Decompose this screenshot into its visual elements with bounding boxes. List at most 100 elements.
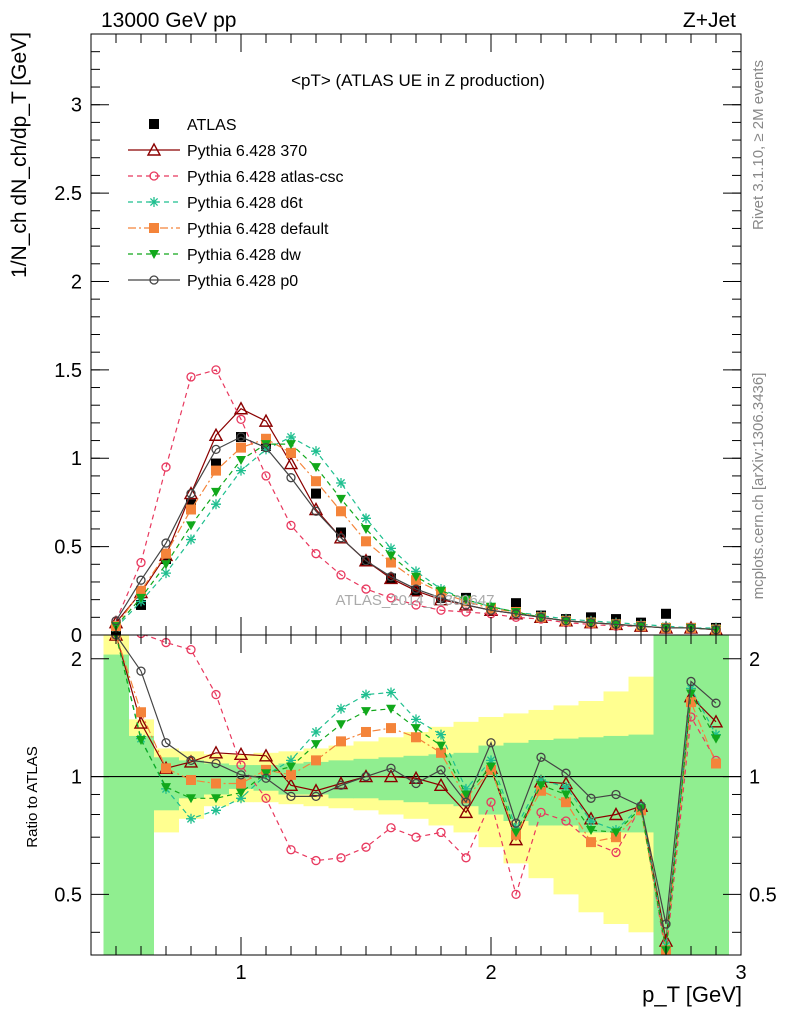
ratio-point	[386, 763, 396, 773]
ratio-point	[311, 726, 321, 737]
data-point	[111, 616, 121, 626]
data-point	[283, 456, 299, 470]
data-point	[186, 504, 196, 515]
ratio-point	[486, 797, 496, 807]
ratio-point	[461, 790, 471, 800]
data-point	[286, 440, 296, 450]
data-point	[236, 442, 246, 453]
ratio-point	[536, 781, 546, 791]
ratio-point	[258, 748, 274, 762]
ratio-point	[133, 715, 149, 729]
ratio-point	[686, 689, 696, 699]
data-point	[136, 593, 146, 603]
data-point	[436, 593, 446, 603]
main-y-label: 1/N_ch dN_ch/dp_T [GeV]	[8, 32, 31, 278]
ratio-point	[311, 791, 321, 802]
ratio-point	[586, 793, 596, 803]
ratio-point	[436, 741, 446, 751]
data-point	[211, 444, 221, 455]
data-point	[186, 521, 196, 531]
ratio-point	[561, 816, 571, 826]
ratio-point	[361, 842, 371, 852]
ratio-point	[386, 723, 396, 734]
legend-marker	[149, 119, 159, 129]
ratio-point	[161, 738, 171, 748]
series-line	[115, 436, 717, 631]
data-point	[286, 473, 296, 483]
data-point	[233, 401, 249, 415]
watermark: ATLAS_2014_I1300647	[335, 592, 494, 609]
ratio-point	[286, 755, 296, 766]
ratio-point	[586, 826, 596, 836]
ratio-point	[336, 720, 346, 730]
ratio-point	[336, 703, 346, 714]
data-point	[386, 551, 396, 561]
ratio-point	[486, 738, 496, 748]
x-tick-label: 2	[485, 962, 496, 984]
energy-label: 13000 GeV pp	[101, 9, 236, 32]
series-6	[111, 432, 721, 635]
uncertainty-band-inner	[128, 735, 154, 955]
ratio-point	[386, 704, 396, 714]
uncertainty-band-inner	[703, 635, 729, 955]
ratio-point	[461, 783, 471, 794]
ratio-point	[686, 676, 696, 687]
x-tick-label: 3	[735, 962, 746, 984]
ratio-point	[211, 778, 221, 789]
ratio-point	[286, 762, 296, 772]
ratio-point	[611, 789, 621, 800]
ratio-point	[236, 760, 246, 770]
ratio-point	[686, 697, 696, 708]
ratio-point	[208, 745, 224, 759]
ratio-point	[708, 714, 724, 728]
uncertainty-band-inner	[603, 735, 629, 833]
data-point	[386, 572, 396, 582]
ratio-point	[433, 777, 449, 791]
legend-marker	[149, 171, 159, 181]
y-tick-label-right: 2	[749, 649, 760, 671]
main-plot: ATLAS_2014_I1300647 0 0.5 1 1.5 2 2.5 3 <pT> (…	[8, 32, 742, 647]
data-point	[661, 608, 671, 619]
data-point	[186, 534, 196, 545]
data-point	[261, 440, 271, 450]
legend-marker	[146, 142, 162, 156]
ratio-point	[411, 778, 421, 789]
ratio-point	[711, 698, 721, 708]
data-point	[286, 447, 296, 458]
ratio-point	[236, 793, 246, 804]
ratio-point	[361, 771, 371, 782]
ratio-point	[586, 815, 596, 826]
data-point	[286, 520, 296, 531]
ratio-point	[186, 794, 196, 804]
y-tick-label: 1.5	[54, 360, 82, 382]
ratio-point	[286, 769, 296, 780]
ratio-point	[136, 666, 146, 676]
legend-entry: Pythia 6.428 atlas-csc	[187, 169, 344, 186]
ratio-point	[233, 746, 249, 760]
data-point	[261, 433, 271, 444]
x-axis-label: p_T [GeV]	[642, 982, 742, 1007]
data-point	[486, 605, 496, 615]
data-point	[311, 463, 321, 473]
data-point	[136, 585, 146, 596]
ratio-point	[211, 689, 221, 700]
ratio-point	[136, 707, 146, 718]
ratio-point	[136, 736, 146, 746]
ratio-point	[311, 740, 321, 750]
data-point	[411, 600, 421, 610]
data-point	[436, 605, 446, 615]
data-point	[161, 568, 171, 579]
ratio-point	[536, 775, 546, 785]
ratio-point	[311, 855, 321, 866]
ratio-point	[486, 762, 496, 772]
uncertainty-band-inner	[653, 635, 679, 955]
data-point	[336, 570, 346, 580]
data-point	[336, 494, 346, 504]
ratio-point	[511, 818, 521, 828]
ratio-point	[486, 755, 496, 766]
ratio-point	[336, 853, 346, 863]
ratio-point	[186, 774, 196, 785]
uncertainty-band-inner	[303, 761, 329, 795]
ratio-point	[411, 724, 421, 734]
